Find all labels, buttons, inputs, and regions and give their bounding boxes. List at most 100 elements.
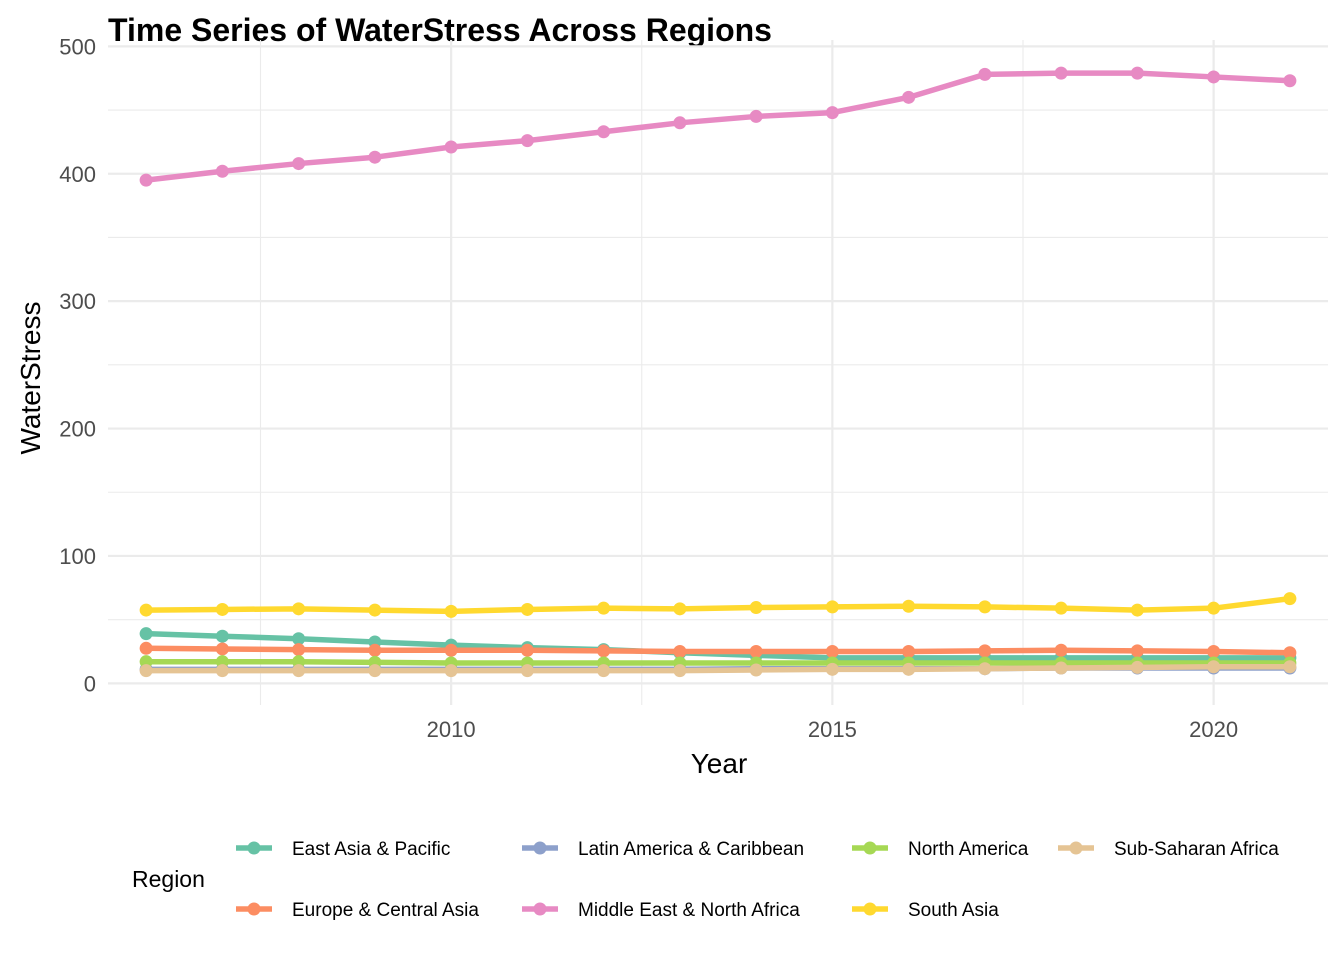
data-point [139,173,153,187]
data-point [825,662,839,676]
legend-item-europe-central-asia: Europe & Central Asia [236,900,479,921]
series-layer [139,66,1297,678]
y-tick-label: 100 [59,544,96,569]
data-point [673,116,687,130]
legend-key-point [1069,841,1083,855]
data-point [292,655,306,669]
data-point [673,644,687,658]
data-point [215,629,229,643]
data-point [444,664,458,678]
data-point [215,664,229,678]
data-point [1054,601,1068,615]
legend-label: North America [908,839,1029,860]
legend-item-latin-america-caribbean: Latin America & Caribbean [522,839,804,860]
x-tick-label: 2010 [427,717,476,742]
y-axis-title: WaterStress [15,302,46,455]
data-point [902,644,916,658]
y-tick-label: 300 [59,289,96,314]
data-point [368,664,382,678]
data-point [597,601,611,615]
x-tick-label: 2020 [1189,717,1238,742]
data-point [1207,601,1221,615]
data-point [520,643,534,657]
legend-label: East Asia & Pacific [292,839,450,860]
y-tick-label: 500 [59,34,96,59]
data-point [902,599,916,613]
data-point [444,604,458,618]
data-point [597,125,611,139]
data-point [1054,643,1068,657]
data-point [215,642,229,656]
legend-key-point [533,902,547,916]
data-point [520,664,534,678]
y-tick-label: 200 [59,417,96,442]
data-point [444,140,458,154]
data-point [139,641,153,655]
data-point [749,663,763,677]
data-point [902,662,916,676]
legend-key-point [533,841,547,855]
data-point [1207,70,1221,84]
data-point [1283,646,1297,660]
series-line-north-america [146,658,1290,666]
legend-label: Europe & Central Asia [292,900,479,921]
data-point [292,157,306,171]
data-point [978,662,992,676]
data-point [749,109,763,123]
data-point [902,90,916,104]
data-point [368,643,382,657]
data-point [1130,603,1144,617]
data-point [673,602,687,616]
series-east-asia-pacific [139,627,1297,665]
legend-label: Sub-Saharan Africa [1114,839,1279,860]
series-europe-central-asia [139,641,1297,660]
data-point [215,602,229,616]
data-point [139,603,153,617]
data-point [139,664,153,678]
data-point [749,644,763,658]
data-point [1207,660,1221,674]
data-point [139,627,153,641]
data-point [292,602,306,616]
data-point [139,655,153,669]
legend-items: East Asia & Pacific Europe & Central Asia… [236,839,1279,921]
data-point [749,601,763,615]
data-point [368,603,382,617]
data-point [825,600,839,614]
data-point [597,664,611,678]
legend-label: Latin America & Caribbean [578,839,804,860]
data-point [1130,644,1144,658]
data-point [292,664,306,678]
data-point [825,644,839,658]
series-line-europe-central-asia [146,645,1290,656]
y-tick-label: 0 [84,671,96,696]
y-axis-tick-labels: 0 100 200 300 400 500 [59,34,96,696]
data-point [1283,660,1297,674]
data-point [978,67,992,81]
chart-title: Time Series of WaterStress Across Region… [108,12,772,48]
legend-item-middle-east-north-africa: Middle East & North Africa [522,900,800,921]
data-point [825,106,839,120]
data-point [215,655,229,669]
data-point [1283,592,1297,606]
x-tick-label: 2015 [808,717,857,742]
data-point [520,602,534,616]
data-point [1207,644,1221,658]
data-point [978,600,992,614]
data-point [520,134,534,148]
legend-item-sub-saharan-africa: Sub-Saharan Africa [1058,839,1279,860]
legend-key-point [247,841,261,855]
data-point [215,164,229,178]
legend-key-point [863,902,877,916]
legend-key-point [247,902,261,916]
series-sub-saharan-africa [139,660,1297,678]
legend-item-south-asia: South Asia [852,900,999,921]
series-line-sub-saharan-africa [146,664,1290,674]
data-point [368,150,382,164]
x-axis-tick-labels: 2010 2015 2020 [427,717,1238,742]
data-point [978,644,992,658]
data-point [1130,66,1144,80]
data-point [292,643,306,657]
series-middle-east-north-africa [139,66,1297,187]
